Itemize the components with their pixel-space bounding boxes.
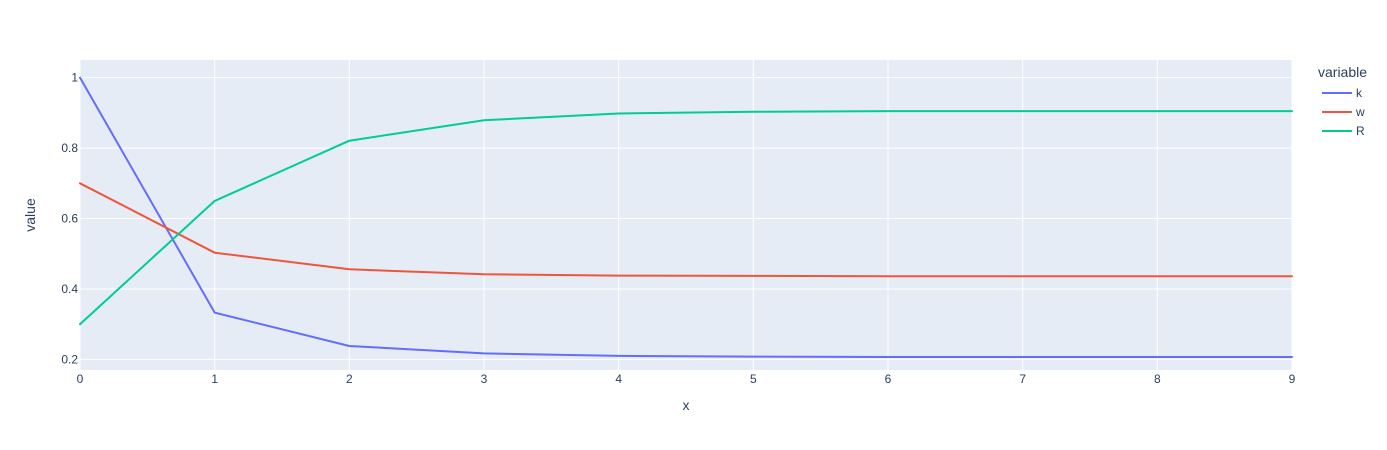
x-tick-label: 2 <box>346 372 353 386</box>
x-tick-label: 8 <box>1154 372 1161 386</box>
y-tick-label: 0.4 <box>61 282 78 296</box>
legend-label: k <box>1356 86 1363 100</box>
series-lines <box>79 76 1293 358</box>
x-axis-title: x <box>683 397 690 413</box>
x-tick-label: 1 <box>211 372 218 386</box>
x-tick-label: 9 <box>1289 372 1296 386</box>
x-tick-label: 6 <box>885 372 892 386</box>
x-tick-label: 5 <box>750 372 757 386</box>
y-tick-label: 0.8 <box>61 141 78 155</box>
legend-item-w[interactable]: w <box>1322 105 1365 119</box>
y-tick-label: 0.2 <box>61 352 78 366</box>
legend-title: variable <box>1318 64 1367 80</box>
legend-label: R <box>1356 124 1365 138</box>
series-line-k <box>79 76 1293 358</box>
y-tick-label: 1 <box>71 71 78 85</box>
y-axis-ticks: 0.2 0.4 0.6 0.8 1 <box>61 71 78 367</box>
legend-label: w <box>1355 105 1365 119</box>
x-tick-label: 0 <box>77 372 84 386</box>
x-tick-label: 4 <box>615 372 622 386</box>
legend-items[interactable]: kwR <box>1322 86 1365 138</box>
x-axis-ticks: 0 1 2 3 4 5 6 7 8 9 <box>77 372 1296 386</box>
series-line-w <box>79 182 1293 278</box>
series-line-R <box>79 110 1293 326</box>
x-tick-label: 7 <box>1019 372 1026 386</box>
y-tick-label: 0.6 <box>61 212 78 226</box>
legend[interactable]: variable kwR <box>1318 64 1367 138</box>
legend-item-R[interactable]: R <box>1322 124 1365 138</box>
x-tick-label: 3 <box>481 372 488 386</box>
y-axis-title: value <box>22 198 38 232</box>
legend-item-k[interactable]: k <box>1322 86 1363 100</box>
